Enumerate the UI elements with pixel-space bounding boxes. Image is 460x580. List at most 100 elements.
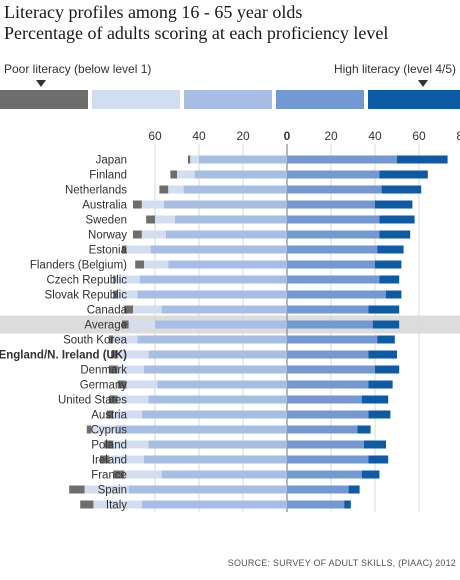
- bar-level-4-5: [379, 230, 411, 239]
- bar-level-1: [113, 440, 149, 449]
- category-label: Spain: [98, 485, 127, 497]
- category-label: Flanders (Belgium): [30, 260, 127, 272]
- category-label: Czech Republic: [46, 275, 127, 287]
- bar-level-4-5: [344, 500, 351, 509]
- bar-level-4-5: [379, 275, 400, 284]
- category-label: Norway: [88, 230, 127, 242]
- category-label: England/N. Ireland (UK): [0, 350, 127, 362]
- bar-level-3: [287, 485, 349, 494]
- bar-below-level-1: [113, 470, 125, 479]
- axis-tick-label: 0: [284, 129, 291, 143]
- category-label: Estonia: [89, 245, 128, 257]
- bar-level-1: [117, 365, 144, 374]
- category-label: Japan: [96, 155, 127, 167]
- axis-tick-label: 80: [456, 129, 460, 143]
- bar-level-4-5: [361, 395, 389, 404]
- bar-level-4-5: [377, 335, 395, 344]
- bar-level-4-5: [375, 260, 402, 269]
- bar-level-1: [144, 260, 169, 269]
- bar-level-1: [93, 500, 142, 509]
- bar-level-2: [148, 350, 287, 359]
- bar-below-level-1: [106, 410, 114, 419]
- legend-swatch-level-4-5: [368, 90, 460, 109]
- bar-level-4-5: [379, 170, 428, 179]
- axis-tick-label: 20: [324, 129, 338, 143]
- bar-level-2: [144, 365, 287, 374]
- bar-below-level-1: [108, 335, 114, 344]
- bar-level-2: [137, 335, 287, 344]
- bar-level-3: [287, 215, 380, 224]
- category-label: Sweden: [85, 215, 127, 227]
- bar-level-3: [287, 245, 378, 254]
- bar-below-level-1: [100, 455, 109, 464]
- bar-level-1: [117, 290, 138, 299]
- bar-level-3: [287, 395, 362, 404]
- bar-level-3: [287, 440, 364, 449]
- bar-level-4-5: [368, 455, 389, 464]
- chart-title: Literacy profiles among 16 - 65 year old…: [4, 2, 388, 44]
- bar-level-3: [287, 230, 380, 239]
- bar-level-4-5: [372, 320, 400, 329]
- bar-level-3: [287, 260, 375, 269]
- bar-level-1: [91, 425, 116, 434]
- category-label: Austria: [91, 410, 127, 422]
- bar-level-4-5: [386, 290, 402, 299]
- axis-tick-label: 20: [236, 129, 250, 143]
- bar-level-3: [287, 455, 369, 464]
- bar-level-4-5: [379, 215, 415, 224]
- bar-level-2: [141, 410, 287, 419]
- category-label: Italy: [106, 500, 127, 512]
- bar-level-2: [139, 275, 287, 284]
- bar-level-1: [113, 410, 142, 419]
- bar-level-2: [148, 395, 287, 404]
- bar-below-level-1: [111, 350, 118, 359]
- bar-level-1: [113, 335, 138, 344]
- bar-below-level-1: [113, 275, 116, 284]
- bar-level-2: [163, 200, 287, 209]
- bar-level-4-5: [361, 470, 380, 479]
- literacy-chart: 60 40 20 0 20 40 60 80 Japan Finland Netherlands Au…: [0, 129, 460, 512]
- category-label: Average: [84, 320, 127, 332]
- bar-level-2: [115, 425, 288, 434]
- high-literacy-label: High literacy (level 4/5): [333, 62, 456, 76]
- bar-level-2: [141, 500, 287, 509]
- bar-level-1: [168, 185, 184, 194]
- bar-level-1: [84, 485, 129, 494]
- bar-level-1: [117, 395, 149, 404]
- category-label: Ireland: [92, 455, 127, 467]
- category-label: Australia: [82, 200, 127, 212]
- bar-level-3: [287, 470, 362, 479]
- bar-level-4-5: [368, 350, 397, 359]
- category-label: South Korea: [63, 335, 128, 347]
- category-label: Finland: [89, 170, 127, 182]
- bar-level-3: [287, 185, 382, 194]
- category-label: Denmark: [80, 365, 127, 377]
- bar-level-4-5: [375, 200, 413, 209]
- bar-level-2: [166, 230, 287, 239]
- bar-below-level-1: [135, 260, 144, 269]
- source-note: SOURCE: SURVEY OF ADULT SKILLS, (PIAAC) …: [227, 558, 456, 568]
- bar-below-level-1: [124, 305, 133, 314]
- bar-below-level-1: [80, 500, 94, 509]
- bar-level-1: [126, 245, 151, 254]
- bar-level-3: [287, 500, 345, 509]
- bar-below-level-1: [146, 215, 155, 224]
- category-label: France: [91, 470, 127, 482]
- bar-level-3: [287, 170, 380, 179]
- bar-level-2: [161, 470, 287, 479]
- bar-level-3: [287, 275, 380, 284]
- chart-subtitle: Percentage of adults scoring at each pro…: [4, 23, 389, 43]
- bar-level-2: [128, 485, 287, 494]
- bar-level-2: [148, 440, 287, 449]
- bar-level-3: [287, 155, 397, 164]
- bar-level-1: [133, 305, 162, 314]
- category-label: Slovak Republic: [45, 290, 128, 302]
- poor-pointer-icon: [36, 80, 46, 87]
- bar-below-level-1: [108, 395, 118, 404]
- bar-below-level-1: [133, 230, 142, 239]
- bar-level-4-5: [357, 425, 371, 434]
- bar-level-1: [124, 470, 162, 479]
- bar-below-level-1: [159, 185, 169, 194]
- legend-swatch-level-3: [276, 90, 364, 109]
- high-pointer-icon: [418, 80, 428, 87]
